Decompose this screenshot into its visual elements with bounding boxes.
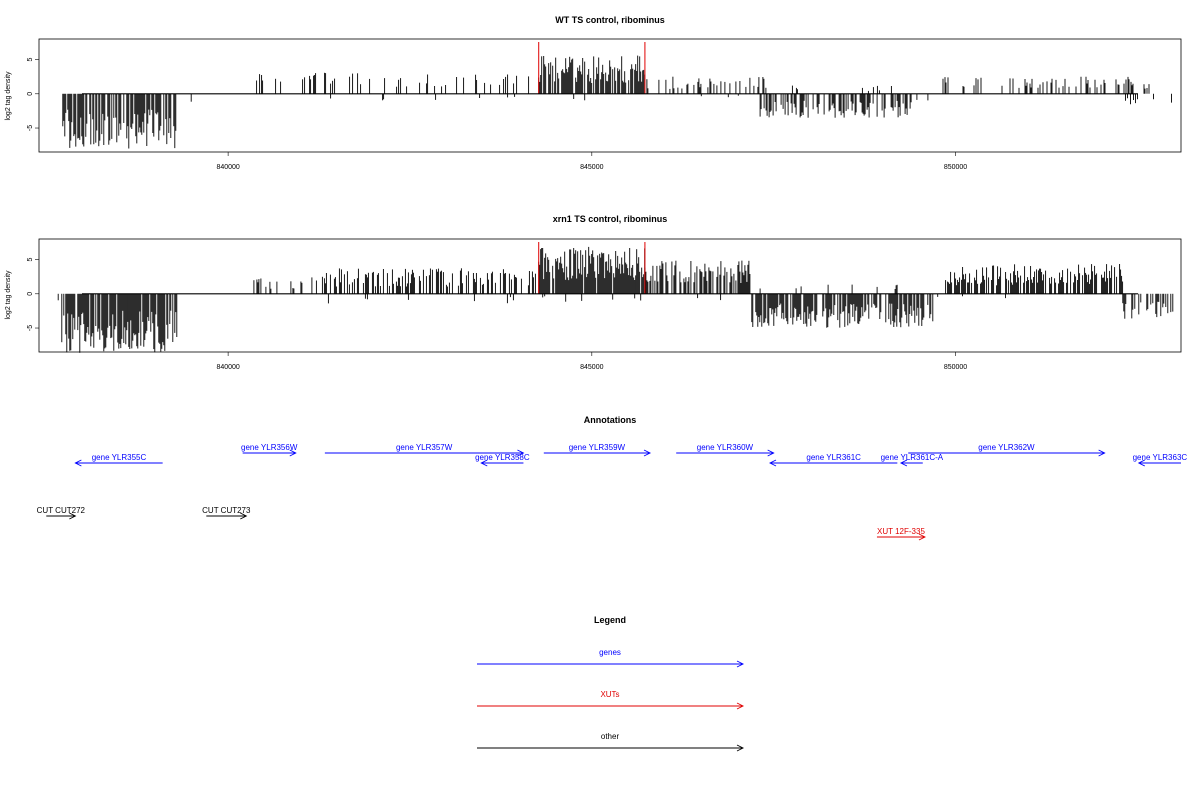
- gene-feature: gene YLR363C: [1133, 453, 1188, 467]
- y-axis-label: log2 tag density: [5, 71, 12, 121]
- y-tick-label: -5: [27, 125, 34, 131]
- legend-arrow-head: [736, 702, 745, 710]
- legend-label: other: [601, 732, 620, 741]
- arrow-head: [74, 459, 82, 467]
- gene-feature: gene YLR362W: [908, 443, 1106, 457]
- xut-feature: XUT 12F-335: [876, 527, 926, 541]
- y-axis-ticks: -5 0 5: [27, 57, 39, 131]
- legend-label: genes: [599, 648, 621, 657]
- feature-label: gene YLR363C: [1133, 453, 1188, 462]
- annotation-features: gene YLR355C gene YLR356W gene YLR357W gene…: [37, 443, 1188, 541]
- feature-label: gene YLR361C-A: [881, 453, 944, 462]
- gene-feature: gene YLR357W: [324, 443, 525, 457]
- arrow-head: [899, 459, 908, 467]
- panel-title: WT TS control, ribominus: [555, 15, 665, 25]
- y-axis-ticks: -5 0 5: [27, 257, 39, 331]
- feature-label: XUT 12F-335: [877, 527, 925, 536]
- x-tick-label: 845000: [580, 364, 603, 371]
- feature-label: gene YLR359W: [569, 443, 626, 452]
- arrow-head: [769, 459, 777, 467]
- gene-feature: gene YLR358C: [475, 453, 530, 467]
- legend-items: genes XUTs other: [477, 648, 745, 752]
- y-tick-label: 0: [27, 292, 34, 296]
- other-feature: CUT CUT272: [37, 506, 86, 520]
- feature-label: gene YLR358C: [475, 453, 530, 462]
- y-tick-label: 5: [27, 57, 34, 61]
- feature-label: gene YLR361C: [806, 453, 861, 462]
- gene-feature: gene YLR361C-A: [881, 453, 944, 467]
- gene-feature: gene YLR356W: [241, 443, 298, 457]
- track-panel-xrn1: xrn1 TS control, ribominus log2 tag dens…: [5, 214, 1182, 371]
- y-tick-label: 0: [27, 92, 34, 96]
- gene-feature: gene YLR360W: [676, 443, 775, 457]
- x-tick-label: 850000: [944, 364, 967, 371]
- legend-item: other: [477, 732, 745, 752]
- x-tick-label: 840000: [216, 164, 239, 171]
- arrow-head: [69, 512, 77, 520]
- annotations-title: Annotations: [584, 415, 637, 425]
- legend: Legend genes XUTs other: [477, 615, 745, 752]
- plot-frame: [38, 238, 1182, 353]
- legend-title: Legend: [594, 615, 626, 625]
- feature-label: gene YLR362W: [978, 443, 1035, 452]
- arrow-head: [289, 449, 297, 457]
- legend-item: XUTs: [477, 690, 745, 710]
- x-axis-ticks: 840000 845000 850000: [216, 152, 967, 171]
- arrow-head: [1137, 459, 1146, 467]
- feature-label: gene YLR356W: [241, 443, 298, 452]
- arrow-head: [480, 459, 488, 467]
- highlight-lines: [538, 242, 646, 294]
- x-tick-label: 845000: [580, 164, 603, 171]
- density-bars: [62, 55, 1172, 149]
- density-bars: [57, 246, 1174, 353]
- legend-label: XUTs: [600, 690, 619, 699]
- gene-feature: gene YLR359W: [543, 443, 652, 457]
- arrow-head: [517, 449, 525, 457]
- feature-label: CUT CUT272: [37, 506, 86, 515]
- legend-item: genes: [477, 648, 745, 668]
- plot-frame: [38, 38, 1182, 153]
- arrow-head: [767, 449, 775, 457]
- feature-label: CUT CUT273: [202, 506, 251, 515]
- y-tick-label: 5: [27, 257, 34, 261]
- arrow-head: [1098, 449, 1106, 457]
- feature-label: gene YLR357W: [396, 443, 453, 452]
- arrow-head: [240, 512, 248, 520]
- gene-feature: gene YLR355C: [74, 453, 163, 467]
- y-axis-label: log2 tag density: [5, 270, 12, 320]
- legend-arrow-head: [736, 660, 745, 668]
- feature-label: gene YLR360W: [697, 443, 754, 452]
- x-tick-label: 840000: [216, 364, 239, 371]
- legend-arrow-head: [736, 744, 745, 752]
- highlight-lines: [538, 42, 646, 94]
- track-panel-wt: WT TS control, ribominus log2 tag densit…: [5, 15, 1182, 171]
- x-axis-ticks: 840000 845000 850000: [216, 352, 967, 371]
- panel-title: xrn1 TS control, ribominus: [553, 214, 668, 224]
- gene-feature: gene YLR361C: [769, 453, 898, 467]
- x-tick-label: 850000: [944, 164, 967, 171]
- other-feature: CUT CUT273: [202, 506, 251, 520]
- arrow-head: [643, 449, 652, 457]
- arrow-head: [918, 533, 926, 541]
- feature-label: gene YLR355C: [92, 453, 147, 462]
- y-tick-label: -5: [27, 325, 34, 331]
